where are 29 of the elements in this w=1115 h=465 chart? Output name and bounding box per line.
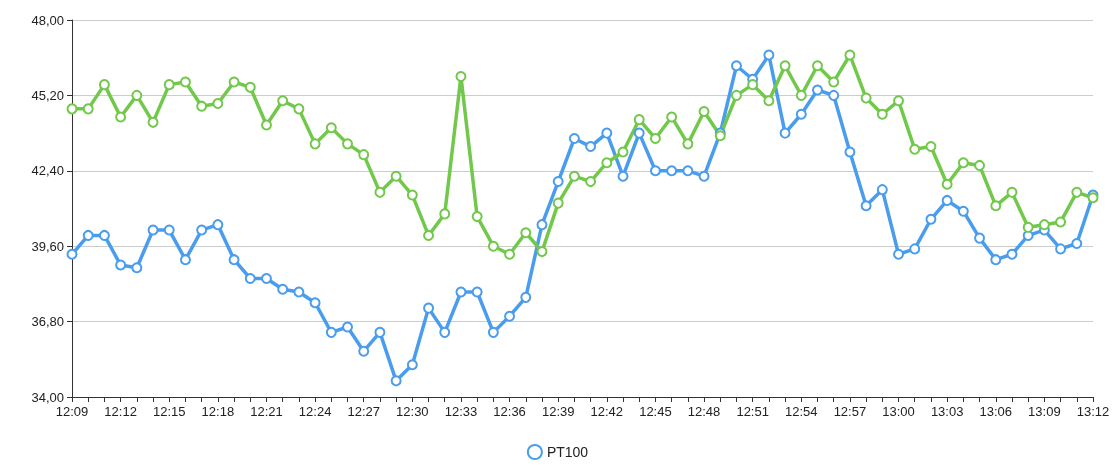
x-tick-label: 12:51 [736, 404, 769, 419]
y-tick-label: 36,80 [31, 314, 64, 330]
x-tick-label: 13:06 [979, 404, 1013, 419]
x-tick-label: 12:54 [785, 404, 818, 419]
x-tick-label: 12:27 [347, 404, 380, 419]
x-tick-label: 12:12 [104, 404, 137, 419]
x-tick-label: 12:48 [687, 404, 721, 419]
x-tick-label: 12:36 [493, 404, 526, 419]
x-tick-label: 13:03 [930, 404, 964, 419]
y-tick-label: 39,60 [31, 238, 64, 254]
y-tick-label: 48,00 [31, 12, 64, 28]
x-tick-label: 12:21 [250, 404, 283, 419]
y-tick-label: 45,20 [31, 87, 64, 103]
y-tick-label: 34,00 [31, 389, 64, 405]
x-tick-label: 12:45 [639, 404, 672, 419]
x-tick-label: 12:15 [152, 404, 186, 419]
x-tick-label: 13:09 [1028, 404, 1061, 419]
x-tick-label: 12:33 [444, 404, 478, 419]
legend-label: PT100 [546, 444, 589, 460]
y-tick-label: 42,40 [31, 163, 64, 179]
x-tick-label: 12:09 [55, 404, 89, 419]
x-tick-label: 12:42 [590, 404, 624, 419]
x-tick-label: 12:18 [201, 404, 235, 419]
x-tick-label: 12:24 [298, 404, 332, 419]
x-tick-label: 13:12 [1076, 404, 1110, 419]
x-tick-label: 12:30 [396, 404, 429, 419]
x-tick-label: 12:39 [541, 404, 575, 419]
x-tick-label: 12:57 [833, 404, 867, 419]
x-tick-label: 13:00 [882, 404, 915, 419]
